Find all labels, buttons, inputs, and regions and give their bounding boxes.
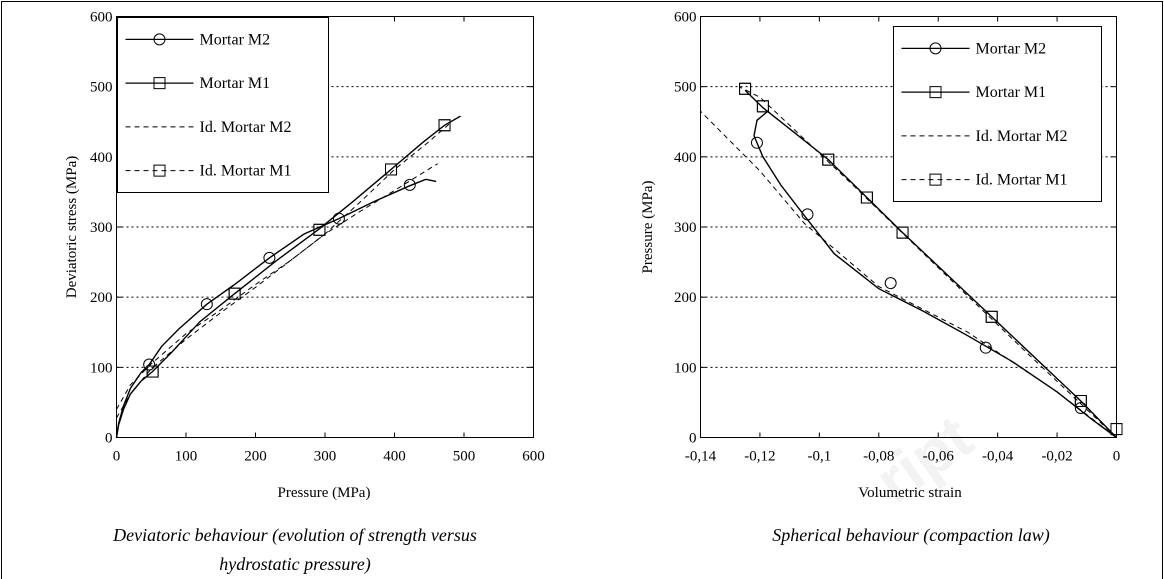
spherical-x-tick-labels: -0,14 -0,12 -0,1 -0,08 -0,06 -0,04 -0,02 0	[685, 449, 1120, 465]
spherical-chart: -0,14 -0,12 -0,1 -0,08 -0,06 -0,04 -0,02 0 0 100…	[640, 10, 1123, 501]
deviatoric-legend-box	[117, 17, 329, 193]
spherical-y-axis-label: Pressure (MPa)	[640, 181, 656, 274]
deviatoric-y-tick-label: 600	[90, 10, 113, 26]
deviatoric-legend-mortar-m1-square-marker	[153, 77, 166, 90]
spherical-mortar-m1-line	[744, 89, 1118, 438]
spherical-legend: Mortar M2 Mortar M1 Id. Mortar M2 Id. Morta…	[893, 26, 1102, 202]
deviatoric-x-tick-label: 0	[113, 449, 121, 465]
spherical-id-mortar-m1-square-marker	[739, 82, 752, 95]
spherical-legend-mortar-m2-circle-marker	[929, 42, 942, 55]
spherical-mortar-m2-circle-marker	[884, 277, 897, 290]
spherical-mortar-m1-square-marker	[739, 82, 752, 95]
deviatoric-y-tick-label: 500	[90, 80, 113, 96]
deviatoric-legend-id-mortar-m1-square-marker	[153, 164, 166, 177]
deviatoric-id-mortar-m1-line	[116, 122, 451, 419]
spherical-legend-id-mortar-m1-square-marker	[929, 173, 942, 186]
deviatoric-caption-line-2: hydrostatic pressure)	[219, 554, 371, 574]
spherical-id-mortar-m2-line	[700, 110, 1117, 438]
spherical-x-tick-label: -0,06	[923, 449, 955, 465]
spherical-series	[700, 82, 1123, 439]
spherical-x-tick-label: -0,02	[1041, 449, 1072, 465]
spherical-caption: Spherical behaviour (compaction law)	[772, 525, 1050, 545]
deviatoric-y-tick-label: 400	[90, 150, 113, 166]
spherical-x-axis-label: Volumetric strain	[858, 485, 962, 501]
spherical-id-mortar-m1-square-marker	[756, 100, 769, 113]
deviatoric-mortar-m2-circle-marker	[263, 251, 276, 264]
deviatoric-x-tick-label: 200	[244, 449, 267, 465]
deviatoric-y-tick-label: 0	[105, 431, 113, 447]
deviatoric-legend-id-mortar-m1-label: Id. Mortar M1	[200, 163, 292, 180]
spherical-id-mortar-m1-square-marker	[1074, 395, 1087, 408]
deviatoric-y-tick-label: 300	[90, 220, 113, 236]
deviatoric-legend-mortar-m2-circle-marker	[153, 33, 166, 46]
deviatoric-mortar-m1-line	[115, 115, 461, 438]
spherical-id-mortar-m1-square-marker	[985, 310, 998, 323]
deviatoric-legend: Mortar M2 Mortar M1 Id. Mortar M2 Id. Morta…	[117, 17, 329, 193]
deviatoric-legend-mortar-m2-label: Mortar M2	[200, 31, 271, 48]
spherical-id-mortar-m1-square-marker	[896, 226, 909, 239]
deviatoric-mortar-m2-line	[115, 178, 437, 438]
spherical-legend-id-mortar-m1-label: Id. Mortar M1	[976, 172, 1068, 189]
spherical-mortar-m2-circle-marker	[1074, 402, 1087, 415]
spherical-x-tick-label: -0,14	[685, 449, 717, 465]
deviatoric-x-tick-label: 300	[314, 449, 337, 465]
spherical-y-tick-label: 600	[674, 10, 697, 26]
spherical-x-tick-label: -0,08	[863, 449, 894, 465]
deviatoric-series	[115, 115, 461, 438]
deviatoric-id-mortar-m1-square-marker	[228, 287, 241, 300]
spherical-id-mortar-m1-square-marker	[1110, 423, 1123, 436]
deviatoric-id-mortar-m1-square-marker	[385, 163, 398, 176]
deviatoric-mortar-m2-circle-marker	[403, 178, 416, 191]
spherical-y-tick-label: 400	[674, 150, 697, 166]
spherical-mortar-m2-circle-marker	[801, 208, 814, 221]
spherical-tick-marks	[700, 16, 1117, 438]
spherical-id-mortar-m1-line	[738, 86, 1117, 438]
spherical-x-tick-label: -0,1	[807, 449, 831, 465]
spherical-legend-id-mortar-m2-label: Id. Mortar M2	[976, 128, 1068, 145]
deviatoric-mortar-m2-circle-marker	[143, 358, 156, 371]
deviatoric-id-mortar-m1-square-marker	[313, 223, 326, 236]
spherical-id-mortar-m1-square-marker	[860, 191, 873, 204]
spherical-y-tick-label: 100	[674, 360, 697, 376]
deviatoric-x-tick-label: 100	[175, 449, 198, 465]
deviatoric-x-tick-labels: 0 100 200 300 400 500 600	[113, 449, 545, 465]
spherical-x-tick-label: -0,04	[982, 449, 1014, 465]
spherical-y-tick-label: 200	[674, 290, 697, 306]
deviatoric-y-axis-label: Deviatoric stress (MPa)	[64, 156, 80, 298]
spherical-y-tick-label: 500	[674, 80, 697, 96]
deviatoric-y-tick-labels: 0 100 200 300 400 500 600	[90, 10, 113, 447]
spherical-id-mortar-m1-square-marker	[822, 153, 835, 166]
spherical-y-tick-label: 300	[674, 220, 697, 236]
deviatoric-x-tick-label: 600	[522, 449, 545, 465]
spherical-y-tick-label: 0	[689, 431, 697, 447]
deviatoric-mortar-m2-circle-marker	[200, 298, 213, 311]
deviatoric-id-mortar-m1-square-marker	[146, 365, 159, 378]
deviatoric-legend-id-mortar-m2-label: Id. Mortar M2	[200, 119, 292, 136]
spherical-y-tick-labels: 0 100 200 300 400 500 600	[674, 10, 697, 447]
deviatoric-y-tick-label: 200	[90, 290, 113, 306]
deviatoric-x-axis-label: Pressure (MPa)	[278, 485, 371, 501]
spherical-x-tick-label: 0	[1113, 449, 1121, 465]
deviatoric-x-tick-label: 400	[383, 449, 406, 465]
deviatoric-legend-mortar-m1-label: Mortar M1	[200, 75, 271, 92]
deviatoric-caption-line-1: Deviatoric behaviour (evolution of stren…	[113, 525, 477, 545]
deviatoric-id-mortar-m1-square-marker	[438, 119, 451, 132]
deviatoric-y-tick-label: 100	[90, 360, 113, 376]
spherical-legend-mortar-m1-label: Mortar M1	[976, 84, 1047, 101]
spherical-x-tick-label: -0,12	[744, 449, 775, 465]
deviatoric-x-tick-label: 500	[453, 449, 476, 465]
spherical-legend-mortar-m1-square-marker	[929, 86, 942, 99]
deviatoric-id-mortar-m2-line	[116, 163, 438, 410]
spherical-legend-mortar-m2-label: Mortar M2	[976, 40, 1047, 57]
deviatoric-chart: 0 100 200 300 400 500 600 0100200300400500600 …	[64, 10, 545, 502]
spherical-legend-box	[893, 26, 1102, 202]
spherical-mortar-m2-circle-marker	[750, 136, 763, 149]
